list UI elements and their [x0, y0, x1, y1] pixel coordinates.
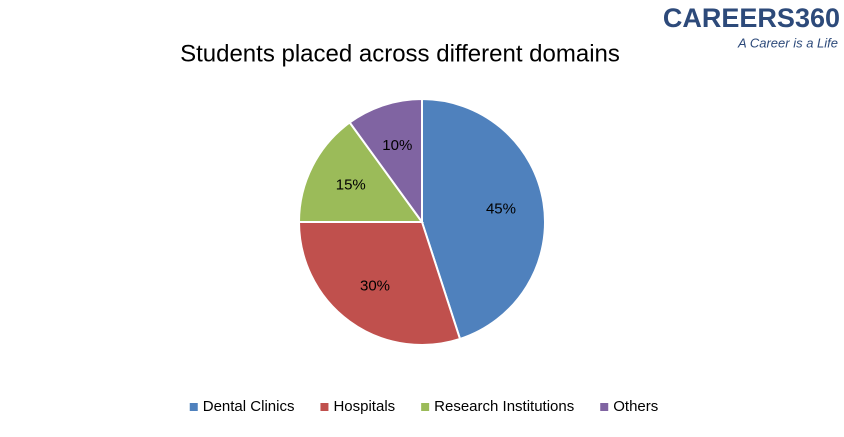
logo-tagline: A Career is a Life — [737, 35, 838, 50]
legend-label: Hospitals — [333, 398, 395, 415]
pie-slice — [297, 221, 462, 346]
chart-title: Students placed across different domains — [180, 40, 620, 67]
logo-name: CAREERS360 — [663, 3, 840, 33]
pie-slice — [348, 97, 423, 226]
pie-slice — [297, 121, 424, 223]
legend-label: Dental Clinics — [203, 398, 295, 415]
pie-slice — [421, 97, 546, 341]
legend-label: Research Institutions — [434, 398, 574, 415]
legend-swatch — [189, 403, 198, 411]
legend-label: Others — [613, 398, 658, 415]
legend-swatch — [600, 403, 609, 411]
data-label: 10% — [382, 137, 412, 154]
legend-swatch — [320, 403, 329, 411]
data-label: 45% — [486, 200, 516, 217]
data-label: 15% — [336, 177, 366, 194]
legend-swatch — [421, 403, 430, 411]
data-label: 30% — [360, 278, 390, 295]
